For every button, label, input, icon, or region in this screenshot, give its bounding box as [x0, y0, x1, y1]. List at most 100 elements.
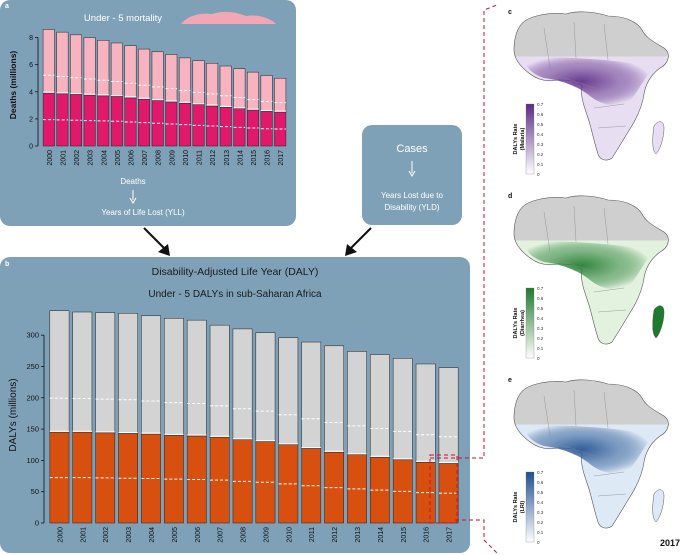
bar-upper-2017	[274, 77, 287, 113]
deaths-label: Deaths	[120, 177, 146, 186]
legend-tick-label: 0.1	[537, 346, 544, 351]
x-tick-label: 2001	[60, 150, 67, 166]
map-letter: d	[508, 193, 512, 200]
x-tick-label: 2006	[195, 527, 202, 543]
bar-upper-2013	[347, 351, 367, 456]
bar-upper-2008	[232, 328, 253, 440]
x-tick-label: 2000	[57, 527, 64, 543]
bar-upper-2008	[151, 51, 164, 101]
africa-map-e: e 0.7 0.6 0.5 0.4 0.3 0.2 0.1 0 DALYs Rate (LRI)	[508, 377, 669, 545]
legend-tick-label: 0.5	[537, 306, 544, 311]
legend-tick-label: 0	[537, 172, 540, 177]
legend-tick-label: 0.6	[537, 112, 544, 117]
y-tick-label: 6	[29, 62, 33, 69]
panel-b-letter: b	[5, 261, 10, 268]
bar-upper-2009	[165, 54, 178, 103]
x-tick-label: 2015	[251, 150, 258, 166]
x-tick-label: 2008	[241, 527, 248, 543]
madagascar-outline	[652, 305, 665, 339]
y-tick-label: 300	[26, 331, 39, 340]
country-border	[597, 125, 627, 129]
maps-column: c 0.7 0.6 0.5 0.4 0.3 0.2 0.1 0 DALYs Rate (Malari…	[500, 0, 685, 555]
country-border	[603, 23, 609, 61]
bar-upper-2012	[206, 63, 219, 107]
x-tick-label: 2003	[88, 150, 95, 166]
bar-upper-2016	[260, 75, 273, 112]
bar-upper-2004	[141, 315, 161, 435]
legend-title: DALYs Rate	[513, 308, 519, 339]
bar-upper-2011	[301, 341, 322, 449]
country-border	[573, 21, 577, 59]
bar-upper-2003	[83, 37, 96, 96]
bar-upper-2016	[415, 363, 436, 463]
yld-label-line1: Years Lost due to	[381, 191, 443, 200]
bar-upper-2014	[233, 68, 246, 109]
yll-label: Years of Life Lost (YLL)	[101, 208, 185, 217]
x-tick-label: 2005	[115, 150, 122, 166]
country-border	[597, 493, 627, 497]
bar-upper-2013	[219, 65, 232, 108]
country-border	[573, 389, 577, 427]
plot-area	[46, 307, 462, 523]
map-letter: c	[508, 9, 512, 16]
legend-subtitle: (Diarrhea)	[520, 310, 526, 336]
x-tick-label: 2016	[424, 527, 431, 543]
legend-tick-label: 0.5	[537, 490, 544, 495]
bar-upper-2012	[324, 345, 344, 453]
africa-map-c: c 0.7 0.6 0.5 0.4 0.3 0.2 0.1 0 DALYs Rate (Malari…	[508, 9, 669, 177]
x-tick-label: 2008	[156, 150, 163, 166]
legend-tick-label: 0.4	[537, 132, 544, 137]
legend-tick-label: 0	[537, 356, 540, 361]
bar-upper-2000	[49, 310, 70, 433]
panel-b-subtitle: Under - 5 DALYs in sub-Saharan Africa	[148, 289, 322, 300]
down-arrow-icon	[408, 161, 416, 177]
legend-subtitle: (Malaria)	[520, 128, 526, 151]
country-border	[593, 287, 625, 293]
panel-b: b Disability-Adjusted Life Year (DALY) U…	[0, 257, 470, 553]
y-tick-label: 8	[29, 35, 33, 42]
africa-map-d: d 0.7 0.6 0.5 0.4 0.3 0.2 0.1 0 DALYs Rate (Diarrh…	[508, 193, 669, 361]
x-tick-label: 2014	[378, 527, 385, 543]
x-tick-label: 2014	[237, 150, 244, 166]
x-tick-label: 2010	[183, 150, 190, 166]
country-border	[563, 445, 595, 457]
y-tick-label: 0	[29, 144, 33, 151]
legend-tick-label: 0.4	[537, 316, 544, 321]
legend-subtitle: (LRI)	[520, 501, 526, 514]
country-border	[603, 207, 609, 245]
legend-tick-label: 0.5	[537, 122, 544, 127]
panel-b-heading: Disability-Adjusted Life Year (DALY)	[151, 266, 319, 278]
y-tick-label: 100	[26, 456, 39, 465]
bar-upper-2005	[164, 318, 184, 436]
bar-upper-2015	[247, 71, 259, 111]
country-border	[543, 27, 551, 69]
bar-upper-2001	[56, 31, 69, 95]
bar-upper-2006	[186, 319, 207, 437]
x-tick-label: 2001	[80, 527, 87, 543]
x-tick-label: 2012	[210, 150, 217, 166]
x-tick-label: 2002	[74, 150, 81, 166]
x-tick-label: 2004	[149, 527, 156, 543]
map-panel-d: d 0.7 0.6 0.5 0.4 0.3 0.2 0.1 0 DALYs Rate (Diarrh…	[500, 184, 685, 368]
high-burden-region	[524, 57, 652, 106]
legend-tick-label: 0.7	[537, 286, 544, 291]
panel-a-letter: a	[5, 3, 9, 10]
x-tick-label: 2015	[401, 527, 408, 543]
high-burden-region	[524, 425, 652, 474]
legend-tick-label: 0.3	[537, 510, 544, 515]
legend-tick-label: 0.4	[537, 500, 544, 505]
bar-upper-2010	[178, 57, 191, 104]
down-arrow-icon	[129, 190, 137, 204]
legend-colorbar	[525, 287, 535, 359]
legend-tick-label: 0	[537, 540, 540, 545]
madagascar-outline	[652, 489, 665, 523]
bar-upper-2002	[95, 312, 116, 434]
x-tick-label: 2013	[355, 527, 362, 543]
country-border	[543, 211, 551, 253]
y-axis-label: Deaths (millions)	[8, 51, 18, 120]
legend-tick-label: 0.7	[537, 102, 544, 107]
x-tick-label: 2002	[103, 527, 110, 543]
x-tick-label: 2006	[128, 150, 135, 166]
bar-upper-2001	[72, 311, 93, 433]
